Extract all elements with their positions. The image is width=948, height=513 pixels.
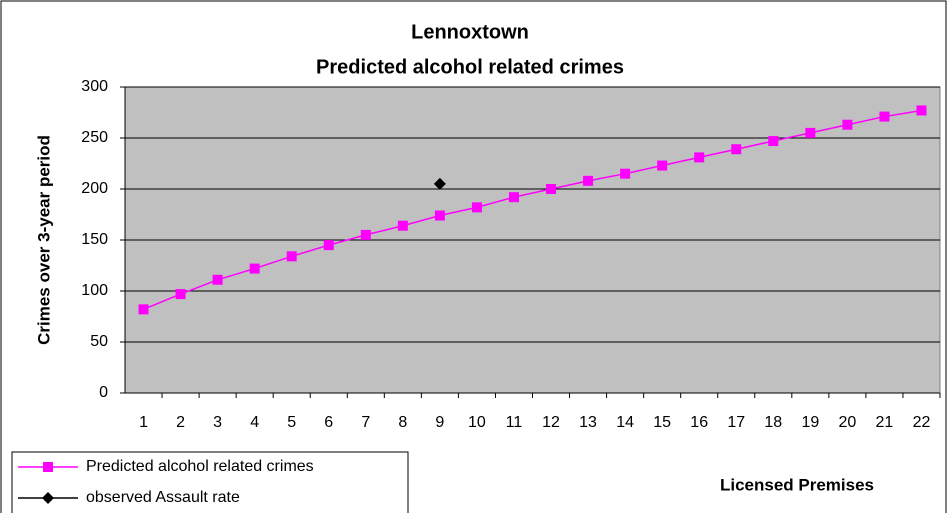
chart-subtitle: Predicted alcohol related crimes: [316, 56, 624, 78]
x-tick-label: 14: [616, 414, 634, 431]
data-point: [434, 210, 445, 221]
data-point: [508, 192, 519, 203]
legend-label: Predicted alcohol related crimes: [86, 458, 314, 475]
legend-box: [11, 451, 409, 513]
x-tick-label: 18: [764, 414, 782, 431]
x-tick-label: 5: [287, 414, 296, 431]
data-point: [768, 136, 779, 147]
data-point: [694, 152, 705, 163]
data-point: [212, 274, 223, 285]
x-tick-label: 19: [801, 414, 819, 431]
x-tick-label: 1: [139, 414, 148, 431]
data-point: [583, 175, 594, 186]
x-tick-label: 11: [506, 414, 523, 431]
x-tick-label: 8: [398, 414, 407, 431]
x-axis-title: Licensed Premises: [720, 475, 874, 494]
legend-marker: [42, 492, 54, 504]
y-tick-label: 300: [81, 78, 108, 95]
x-tick-label: 20: [838, 414, 856, 431]
data-point: [323, 240, 334, 251]
chart-title: Lennoxtown: [411, 21, 529, 43]
y-tick-label: 250: [81, 129, 108, 146]
legend-marker: [43, 462, 53, 472]
x-tick-label: 7: [361, 414, 370, 431]
data-point: [546, 184, 557, 194]
y-tick-label: 150: [81, 231, 108, 248]
y-axis-title: Crimes over 3-year period: [34, 135, 53, 345]
data-point: [138, 304, 149, 315]
data-point: [433, 177, 446, 190]
x-tick-label: 2: [176, 414, 185, 431]
x-tick-label: 22: [913, 414, 931, 431]
data-point: [842, 119, 853, 130]
x-tick-label: 6: [324, 414, 333, 431]
x-tick-label: 21: [876, 414, 894, 431]
data-point: [805, 127, 816, 138]
data-point: [471, 202, 482, 213]
data-point: [657, 160, 668, 171]
y-tick-label: 50: [90, 333, 108, 350]
data-point: [879, 111, 890, 122]
x-tick-label: 3: [213, 414, 222, 431]
y-tick-label: 200: [81, 180, 108, 197]
y-tick-label: 100: [81, 282, 108, 299]
x-tick-label: 17: [727, 414, 745, 431]
y-tick-label: 0: [99, 384, 108, 401]
data-point: [620, 168, 631, 179]
data-point: [360, 229, 371, 240]
x-tick-label: 12: [542, 414, 560, 431]
data-point: [397, 220, 408, 231]
data-point: [916, 105, 927, 116]
x-tick-label: 13: [579, 414, 597, 431]
data-point: [731, 144, 742, 155]
x-tick-label: 4: [250, 414, 259, 431]
data-point: [249, 263, 260, 274]
data-point: [175, 289, 186, 300]
x-tick-label: 16: [690, 414, 708, 431]
data-point: [286, 251, 297, 262]
legend-label: observed Assault rate: [86, 489, 240, 506]
x-tick-label: 10: [468, 414, 486, 431]
x-tick-label: 9: [435, 414, 444, 431]
series-line: [143, 109, 922, 311]
x-tick-label: 15: [653, 414, 671, 431]
